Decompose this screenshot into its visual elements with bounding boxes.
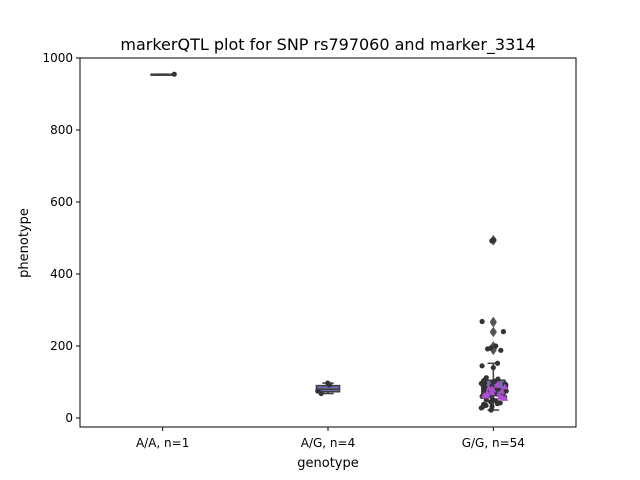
outlier-marker <box>489 327 497 338</box>
y-tick-label: 800 <box>50 123 73 137</box>
data-point <box>490 379 496 385</box>
overlay-point <box>498 387 505 394</box>
overlay-point <box>480 391 487 398</box>
data-point <box>483 397 489 403</box>
axes: 0 200 400 600 800 1000 A/A, n=1 A/G, n=4 G/G, n=… <box>42 51 524 450</box>
overlay-point <box>502 394 509 401</box>
data-point <box>171 71 177 77</box>
data-point <box>318 390 324 397</box>
data-point <box>498 347 504 353</box>
data-point <box>488 407 494 413</box>
overlay-point <box>494 381 501 388</box>
data-point <box>484 346 491 352</box>
data-point <box>490 237 497 243</box>
data-point <box>488 399 494 405</box>
data-point <box>493 343 499 349</box>
data-point <box>479 363 485 369</box>
y-tick-label: 200 <box>50 339 73 353</box>
y-tick-label: 1000 <box>42 51 73 65</box>
data-point <box>478 405 484 411</box>
x-tick-label: A/A, n=1 <box>136 436 189 450</box>
data-point <box>494 401 501 407</box>
overlay-point <box>488 389 495 396</box>
chart-title: markerQTL plot for SNP rs797060 and mark… <box>120 35 535 55</box>
x-tick-label: G/G, n=54 <box>462 436 525 450</box>
y-tick-label: 600 <box>50 195 73 209</box>
overlay-point <box>484 392 491 399</box>
data-point <box>490 365 496 371</box>
y-tick-label: 0 <box>65 411 73 425</box>
overlay-point <box>501 383 508 390</box>
data-point <box>495 386 501 392</box>
plot-area <box>150 71 509 413</box>
x-axis-label: genotype <box>297 456 358 471</box>
y-tick-label: 400 <box>50 267 73 281</box>
data-point <box>500 329 507 335</box>
data-point <box>327 382 333 388</box>
data-point <box>479 318 485 325</box>
y-axis-label: phenotype <box>17 208 32 278</box>
data-point <box>494 360 501 366</box>
x-tick-label: A/G, n=4 <box>301 436 355 450</box>
data-point <box>503 388 509 394</box>
